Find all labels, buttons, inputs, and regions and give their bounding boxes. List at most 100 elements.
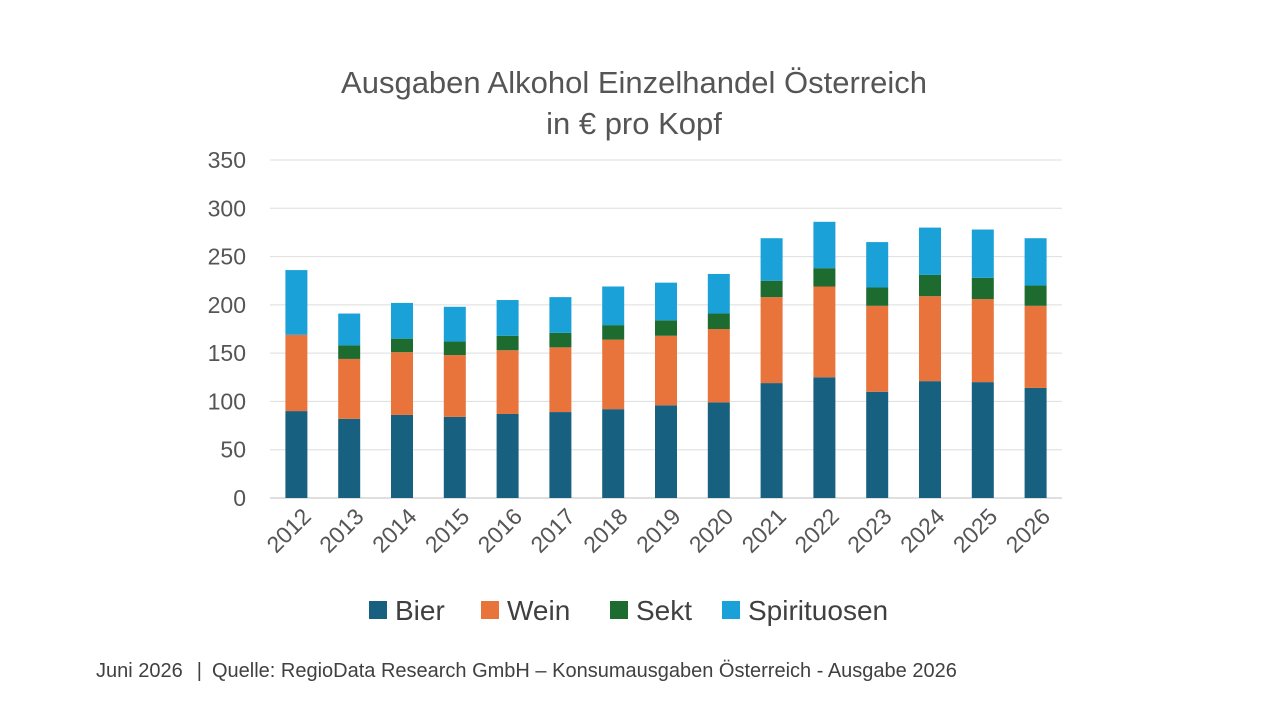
bar-segment-sekt bbox=[496, 335, 519, 351]
bar-segment-wein bbox=[971, 299, 994, 383]
bar-segment-spirituosen bbox=[285, 270, 308, 335]
x-axis-ticks: 2012201320142015201620172018201920202021… bbox=[261, 503, 1055, 558]
x-tick-label: 2020 bbox=[684, 503, 739, 558]
x-tick-label: 2024 bbox=[895, 503, 950, 558]
bar-segment-sekt bbox=[707, 313, 730, 329]
bar-segment-bier bbox=[443, 416, 466, 498]
chart-title-line-2: in € pro Kopf bbox=[546, 106, 722, 141]
bar-segment-spirituosen bbox=[391, 302, 413, 339]
bar-segment-spirituosen bbox=[496, 300, 519, 336]
bar-segment-wein bbox=[549, 347, 572, 413]
bar-segment-spirituosen bbox=[1024, 238, 1047, 286]
bar-segment-bier bbox=[971, 382, 994, 498]
bar-segment-wein bbox=[602, 339, 625, 410]
bar-segment-wein bbox=[1024, 305, 1047, 388]
bar-segment-wein bbox=[707, 329, 730, 403]
bar-segment-sekt bbox=[919, 274, 941, 297]
bar-segment-bier bbox=[549, 412, 572, 498]
bar-segment-spirituosen bbox=[549, 297, 572, 333]
bar-segment-bier bbox=[391, 414, 413, 498]
bar-segment-wein bbox=[338, 358, 361, 419]
bar-segment-spirituosen bbox=[866, 242, 889, 288]
bar-segment-bier bbox=[602, 409, 625, 498]
bar-segment-sekt bbox=[338, 345, 361, 359]
bar-segment-bier bbox=[866, 391, 889, 498]
y-axis-ticks: 0 50 100 150 200 250 300 350 bbox=[208, 147, 246, 511]
y-tick-label: 0 bbox=[233, 485, 246, 511]
bar-segment-sekt bbox=[655, 320, 677, 336]
bar-segment-sekt bbox=[760, 280, 783, 298]
legend-swatch-bier bbox=[369, 601, 387, 619]
bar-segment-spirituosen bbox=[919, 227, 941, 275]
legend-label-wein: Wein bbox=[507, 595, 570, 626]
bar-segment-sekt bbox=[443, 341, 466, 356]
bar-segment-spirituosen bbox=[813, 221, 836, 269]
bar-segment-wein bbox=[655, 335, 677, 406]
x-tick-label: 2018 bbox=[578, 503, 633, 558]
x-tick-label: 2022 bbox=[789, 503, 844, 558]
bar-segment-wein bbox=[391, 352, 413, 415]
bar-segment-bier bbox=[760, 383, 783, 498]
x-tick-label: 2015 bbox=[420, 503, 475, 558]
legend-swatch-wein bbox=[481, 601, 499, 619]
x-tick-label: 2021 bbox=[737, 503, 792, 558]
bar-segment-bier bbox=[707, 402, 730, 498]
footer-date: Juni 2026 bbox=[96, 660, 183, 682]
bar-segment-sekt bbox=[549, 332, 572, 348]
legend-label-bier: Bier bbox=[395, 595, 445, 626]
bar-segment-bier bbox=[1024, 387, 1047, 498]
bar-segment-sekt bbox=[813, 268, 836, 287]
bar-segment-sekt bbox=[1024, 285, 1047, 306]
bar-segment-bier bbox=[285, 411, 308, 498]
bar-segment-spirituosen bbox=[655, 282, 677, 321]
bar-segment-spirituosen bbox=[443, 306, 466, 342]
footer-separator: | bbox=[196, 660, 202, 682]
bar-segment-wein bbox=[919, 296, 941, 382]
x-tick-label: 2026 bbox=[1001, 503, 1056, 558]
bars bbox=[285, 221, 1047, 498]
x-tick-label: 2012 bbox=[261, 503, 316, 558]
x-tick-label: 2019 bbox=[631, 503, 686, 558]
x-tick-label: 2016 bbox=[473, 503, 528, 558]
bar-segment-sekt bbox=[866, 287, 889, 306]
y-tick-label: 300 bbox=[208, 195, 246, 221]
bar-segment-spirituosen bbox=[707, 273, 730, 314]
x-tick-label: 2025 bbox=[948, 503, 1003, 558]
bar-segment-wein bbox=[813, 286, 836, 378]
y-tick-label: 50 bbox=[220, 437, 246, 463]
bar-segment-spirituosen bbox=[602, 286, 625, 326]
y-tick-label: 100 bbox=[208, 388, 246, 414]
bar-segment-wein bbox=[760, 297, 783, 384]
x-tick-label: 2017 bbox=[525, 503, 580, 558]
bar-segment-sekt bbox=[391, 338, 413, 353]
y-tick-label: 350 bbox=[208, 147, 246, 173]
bar-segment-wein bbox=[496, 350, 519, 414]
bar-segment-bier bbox=[919, 381, 941, 498]
bar-segment-spirituosen bbox=[338, 313, 361, 346]
legend: Bier Wein Sekt Spirituosen bbox=[369, 595, 888, 626]
y-tick-label: 250 bbox=[208, 244, 246, 270]
footer: Juni 2026 | Quelle: RegioData Research Gmb… bbox=[96, 660, 957, 683]
y-tick-label: 150 bbox=[208, 340, 246, 366]
chart-title-line-1: Ausgaben Alkohol Einzelhandel Österreich bbox=[341, 65, 927, 100]
bar-segment-bier bbox=[655, 405, 677, 498]
y-tick-label: 200 bbox=[208, 292, 246, 318]
bar-segment-sekt bbox=[602, 325, 625, 340]
legend-label-sekt: Sekt bbox=[636, 595, 692, 626]
bar-segment-bier bbox=[813, 377, 836, 498]
x-tick-label: 2013 bbox=[314, 503, 369, 558]
bar-segment-bier bbox=[338, 418, 361, 498]
legend-swatch-sekt bbox=[610, 601, 628, 619]
bar-segment-wein bbox=[443, 355, 466, 417]
footer-source: Quelle: RegioData Research GmbH – Konsum… bbox=[211, 660, 957, 682]
bar-segment-sekt bbox=[971, 277, 994, 300]
bar-segment-wein bbox=[285, 334, 308, 412]
bar-segment-spirituosen bbox=[760, 238, 783, 281]
x-tick-label: 2014 bbox=[367, 503, 422, 558]
legend-swatch-spirituosen bbox=[722, 601, 740, 619]
legend-label-spirituosen: Spirituosen bbox=[748, 595, 888, 626]
bar-segment-spirituosen bbox=[971, 229, 994, 278]
bar-segment-bier bbox=[496, 413, 519, 498]
x-tick-label: 2023 bbox=[842, 503, 897, 558]
